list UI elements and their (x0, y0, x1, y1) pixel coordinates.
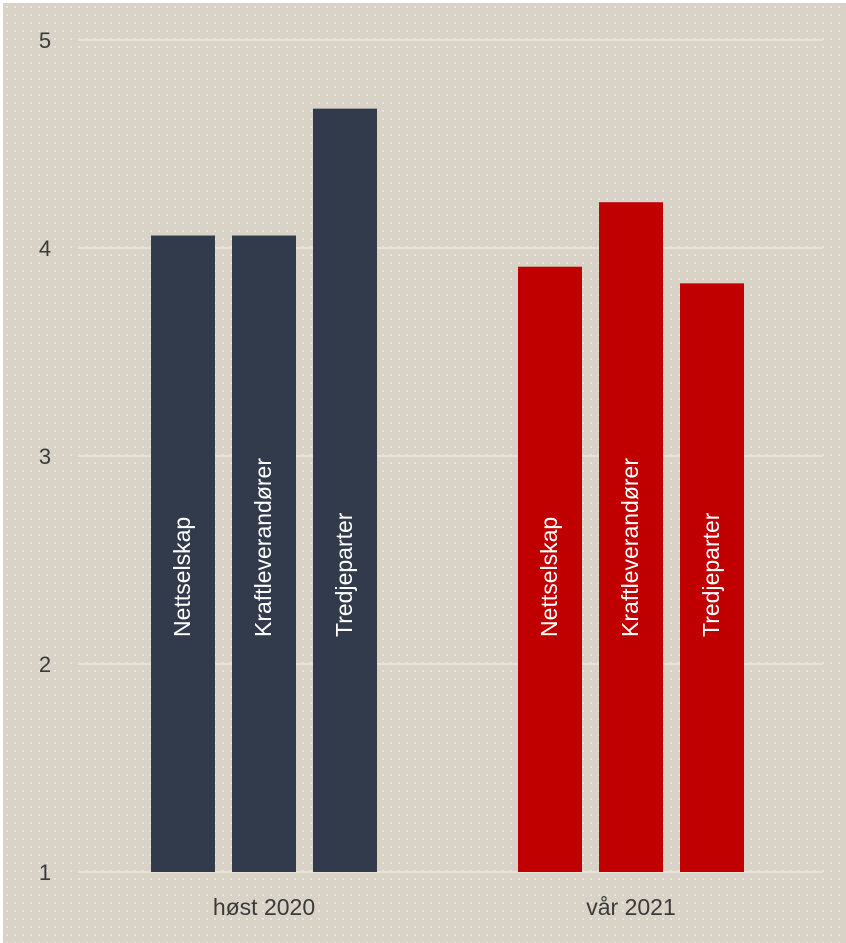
y-tick-label: 3 (39, 444, 51, 469)
bar-2 (599, 202, 663, 873)
bar-label: Nettselskap (169, 517, 195, 637)
x-tick-label: høst 2020 (213, 894, 315, 920)
y-tick-label: 5 (39, 28, 51, 53)
bar-3 (680, 283, 744, 872)
bar-label: Kraftleverandører (617, 458, 643, 637)
y-axis: 1 2 3 4 5 (39, 28, 51, 885)
bar-3 (313, 108, 377, 872)
x-tick-label: vår 2021 (586, 894, 676, 920)
x-axis: høst 2020 vår 2021 (213, 894, 676, 920)
y-tick-label: 4 (39, 236, 51, 261)
bar-label: Nettselskap (536, 517, 562, 637)
bar-2 (232, 235, 296, 872)
bar-label: Tredjeparter (698, 512, 724, 637)
bar-label: Kraftleverandører (250, 458, 276, 637)
bars: Nettselskap Kraftleverandører Tredjeparter… (151, 108, 744, 873)
y-tick-label: 1 (39, 860, 51, 885)
y-tick-label: 2 (39, 652, 51, 677)
bar-chart: 1 2 3 4 5 Nettselskap Kraftleverandører Tredje… (39, 28, 823, 920)
bar-label: Tredjeparter (331, 512, 357, 637)
bar-1 (518, 266, 582, 873)
bar-1 (151, 235, 215, 872)
